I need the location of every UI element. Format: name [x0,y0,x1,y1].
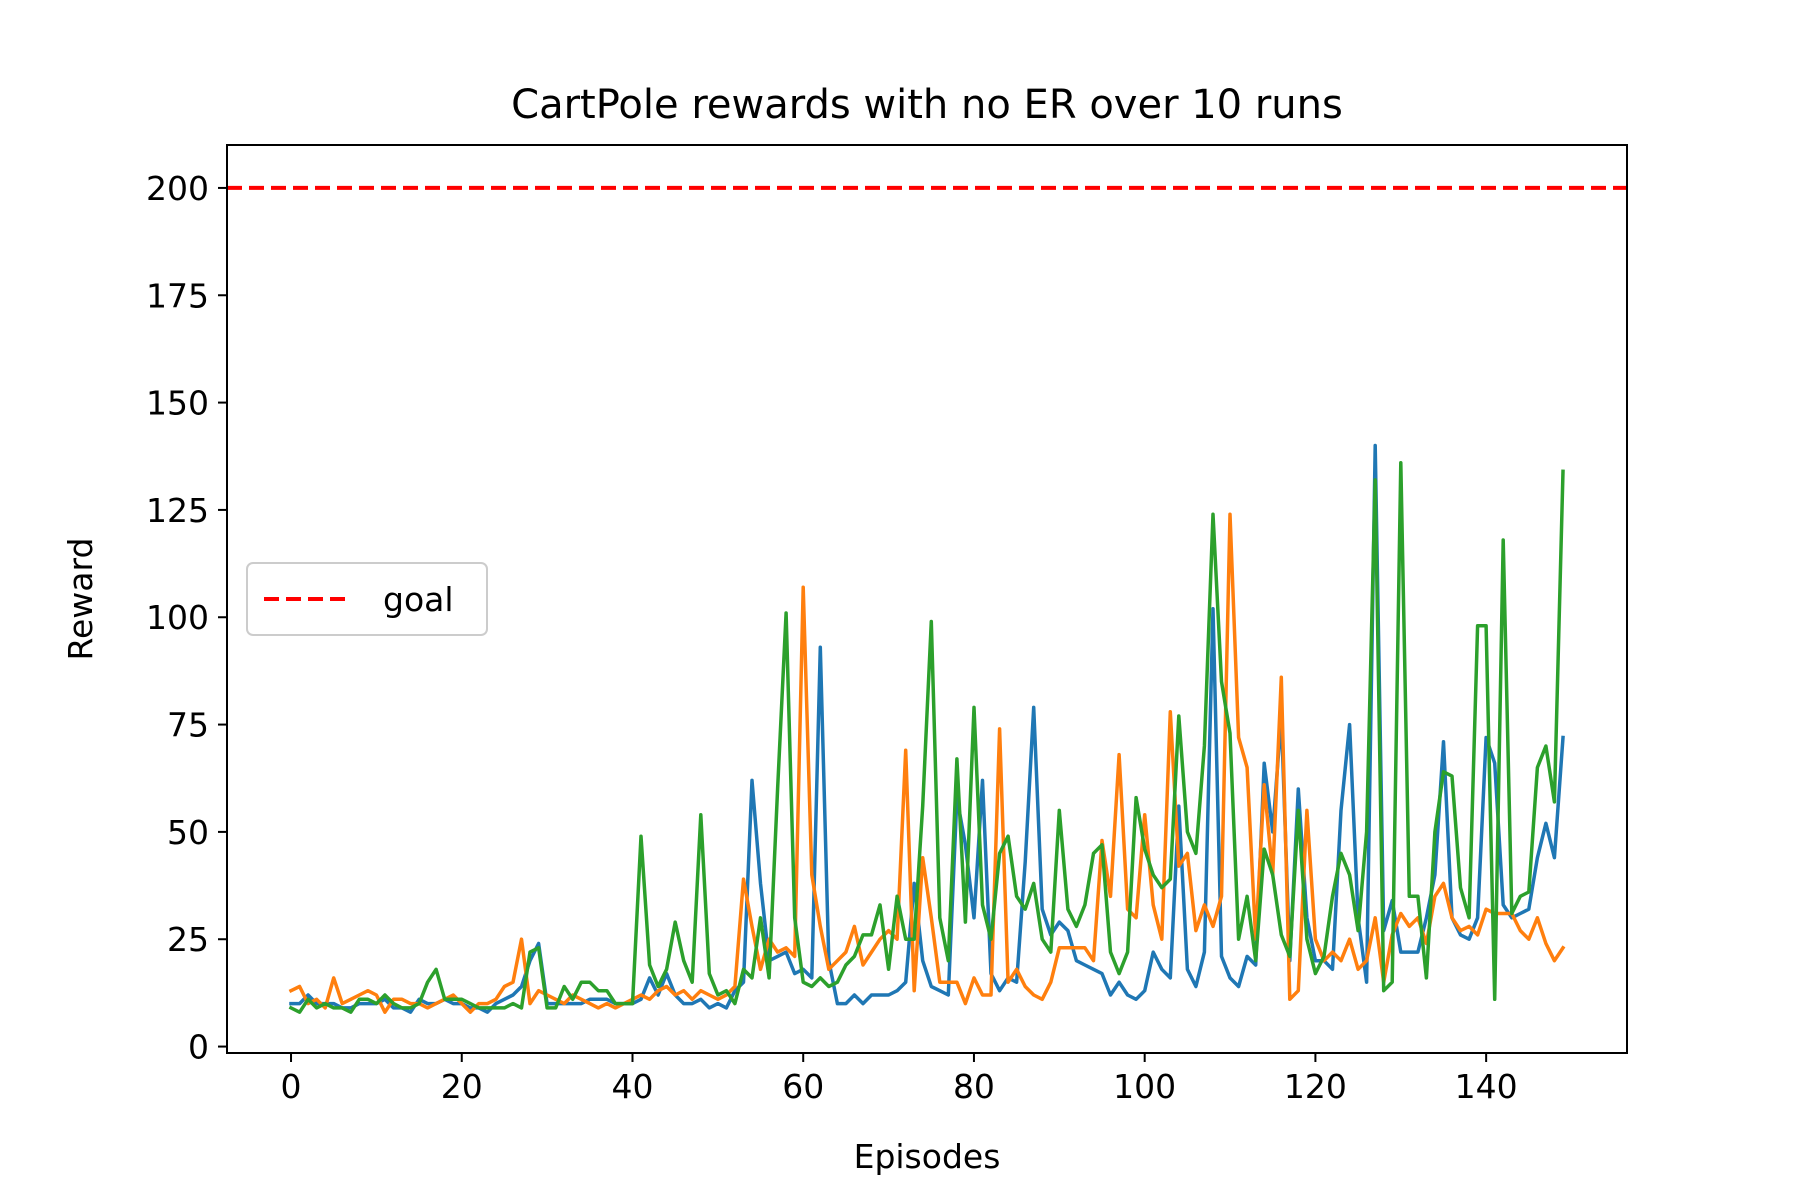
y-tick-label: 150 [146,384,209,423]
chart-title: CartPole rewards with no ER over 10 runs [511,82,1343,128]
legend-label-goal: goal [383,580,454,619]
legend-box [246,562,488,636]
series-line-1 [289,443,1565,1014]
y-tick-label: 100 [146,598,209,637]
y-tick-label: 75 [167,706,209,745]
x-tick-label: 120 [1284,1067,1347,1106]
axes-frame [226,144,1628,1054]
legend: goal [246,562,488,636]
axes-layer: 0 20 40 60 80 100 120 140 0 25 50 75 100 125 150 175 200 [146,144,1628,1106]
series-line-3 [288,460,1565,1014]
x-tick-label: 80 [953,1067,995,1106]
y-tick-label: 25 [167,920,209,959]
series-layer [227,185,1627,1014]
x-tick-label: 100 [1113,1067,1176,1106]
x-tick-label: 20 [441,1067,483,1106]
x-tick-label: 140 [1455,1067,1518,1106]
x-tick-label: 60 [782,1067,824,1106]
y-axis-label: Reward [61,538,100,661]
y-tick-label: 200 [146,169,209,208]
y-tick-label: 0 [188,1028,209,1067]
x-tick-label: 0 [281,1067,302,1106]
y-tick-label: 175 [146,276,209,315]
series-line-2 [288,512,1566,1014]
y-tick-label: 125 [146,491,209,530]
x-axis-label: Episodes [854,1137,1001,1176]
y-tick-label: 50 [167,813,209,852]
x-tick-label: 40 [611,1067,653,1106]
